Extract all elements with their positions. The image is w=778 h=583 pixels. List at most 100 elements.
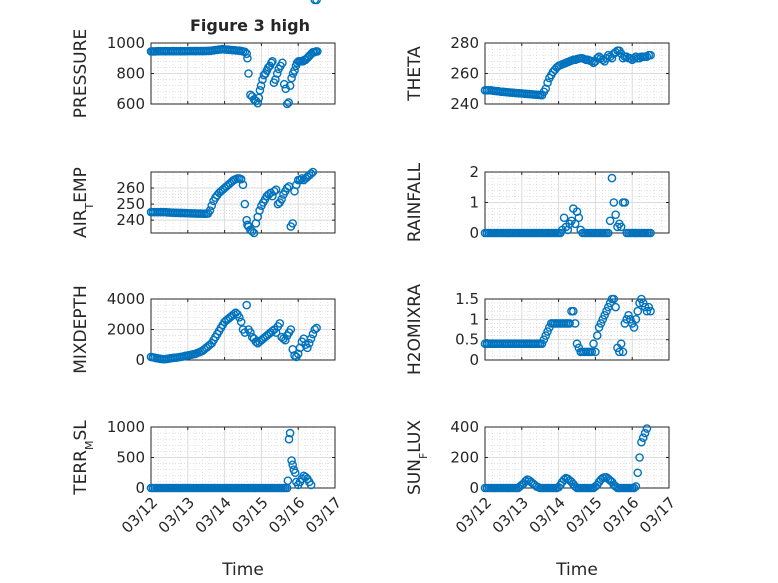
data-point xyxy=(602,306,611,316)
data-point xyxy=(246,328,255,337)
y-axis-label: MIXDEPTH xyxy=(71,285,91,374)
data-point xyxy=(642,424,652,433)
data-point xyxy=(271,185,281,194)
data-point xyxy=(242,49,251,58)
y-tick-label: 800 xyxy=(116,65,145,83)
panel-mixdepth: 0 2000 4000 MIXDEPTH xyxy=(71,285,336,374)
figure-title: Figure 3 high xyxy=(190,16,310,35)
y-tick-label: 2 xyxy=(469,163,479,181)
data-point xyxy=(287,73,296,83)
data-point xyxy=(592,53,602,63)
x-tick-label: 03/12 xyxy=(452,494,495,537)
data-point xyxy=(616,222,626,232)
data-point xyxy=(207,201,217,211)
y-tick-label: 400 xyxy=(450,418,479,436)
series-points xyxy=(146,428,316,493)
data-point xyxy=(629,323,639,332)
data-point xyxy=(589,339,598,349)
y-tick-label: 0 xyxy=(469,351,479,369)
data-point xyxy=(631,315,641,324)
data-point xyxy=(521,476,530,486)
minor-grid xyxy=(151,172,335,233)
data-point xyxy=(591,347,600,357)
data-point xyxy=(637,437,646,447)
x-tick-label: 03/13 xyxy=(155,494,198,537)
data-point xyxy=(543,327,552,336)
y-tick-label: 4000 xyxy=(107,290,145,308)
data-point xyxy=(283,476,293,485)
y-tick-label: 600 xyxy=(116,95,145,113)
data-point xyxy=(646,50,655,60)
series-points xyxy=(146,44,322,109)
axes-box xyxy=(150,171,336,234)
y-tick-label: 200 xyxy=(450,449,479,467)
data-point xyxy=(313,47,322,56)
axes-box xyxy=(484,298,670,361)
x-tick-label: 03/14 xyxy=(526,494,569,537)
data-point xyxy=(646,306,655,316)
data-point xyxy=(255,206,264,215)
data-point xyxy=(284,434,294,444)
data-point xyxy=(306,334,316,343)
data-point xyxy=(644,302,654,312)
y-tick-label: 260 xyxy=(116,179,145,197)
y-tick-label: 0 xyxy=(135,351,145,369)
data-point xyxy=(306,480,316,490)
data-point xyxy=(290,468,300,478)
data-point xyxy=(235,312,244,322)
data-point xyxy=(539,335,549,344)
data-point xyxy=(607,53,617,63)
data-point xyxy=(618,347,628,357)
y-tick-label: 0 xyxy=(135,479,145,497)
y-tick-label: 500 xyxy=(116,449,145,467)
data-point xyxy=(288,219,297,228)
data-point xyxy=(626,315,635,324)
data-point xyxy=(286,325,296,334)
data-point xyxy=(622,315,631,324)
data-point xyxy=(243,53,252,63)
data-point xyxy=(236,317,246,327)
data-point xyxy=(244,69,253,78)
data-point xyxy=(297,174,307,183)
data-point xyxy=(633,306,643,316)
x-axis-label: Time xyxy=(555,560,598,580)
y-tick-label: 240 xyxy=(116,211,145,229)
data-point xyxy=(635,453,644,462)
data-point xyxy=(570,219,580,229)
y-axis-label: RAINFALL xyxy=(405,162,425,242)
data-point xyxy=(275,319,285,328)
data-point xyxy=(559,475,569,484)
data-point xyxy=(282,99,292,109)
panel-theta: 240 260 280 THETA xyxy=(405,34,670,113)
data-point xyxy=(268,191,277,201)
panel-pressure: 600 800 1000 PRESSURE xyxy=(71,29,336,118)
data-point xyxy=(594,323,604,332)
data-point xyxy=(615,347,624,357)
y-axis-label: THETA xyxy=(405,46,425,102)
data-point xyxy=(304,338,314,348)
data-point xyxy=(205,206,215,215)
data-point xyxy=(611,302,620,312)
data-point xyxy=(288,460,297,470)
data-point xyxy=(267,58,276,68)
data-point xyxy=(256,81,266,90)
data-point xyxy=(272,69,282,78)
x-tick-label: 03/13 xyxy=(489,494,532,537)
data-point xyxy=(278,58,287,68)
panel-h2omixra: 0 0.5 1 1.5 H2OMIXRA xyxy=(405,284,670,375)
data-point xyxy=(312,323,321,333)
data-point xyxy=(570,319,580,328)
data-point xyxy=(638,298,648,308)
data-point xyxy=(603,228,613,238)
y-tick-label: 250 xyxy=(116,195,145,213)
y-tick-label: 280 xyxy=(450,34,479,52)
y-tick-label: 1.5 xyxy=(455,290,479,308)
series-points xyxy=(480,173,655,238)
data-point xyxy=(281,335,290,345)
data-point xyxy=(308,329,318,339)
series-points xyxy=(146,0,321,238)
y-tick-label: 1000 xyxy=(107,418,145,436)
